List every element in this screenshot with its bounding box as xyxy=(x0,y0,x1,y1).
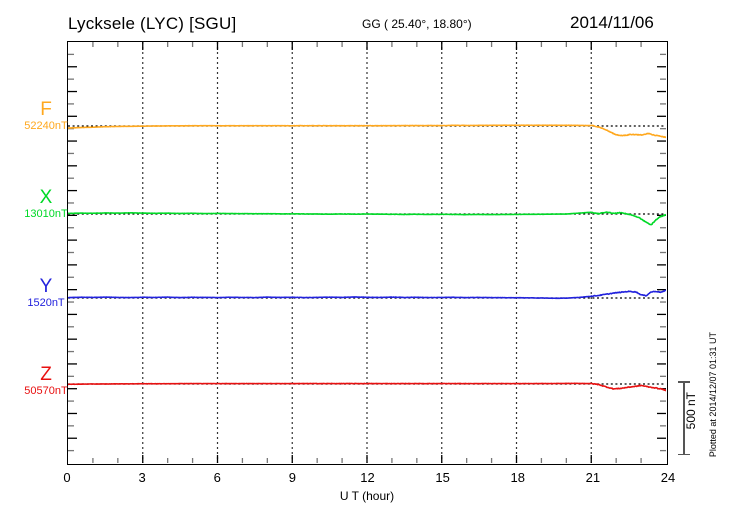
plotted-at-label: Plotted at 2014/12/07 01:31 UT xyxy=(708,332,718,458)
component-baseline-z: 50570nT xyxy=(24,385,68,397)
x-tick-label-21: 21 xyxy=(585,470,601,485)
page-title: Lycksele (LYC) [SGU] xyxy=(68,14,237,33)
component-baseline-y: 1520nT xyxy=(27,297,65,309)
component-label-x: X 13010nT xyxy=(16,188,76,221)
x-tick-label-6: 6 xyxy=(213,470,221,485)
x-tick-label-0: 0 xyxy=(63,470,71,485)
x-tick-label-9: 9 xyxy=(288,470,296,485)
component-label-f: F 52240nT xyxy=(16,100,76,133)
component-symbol-f: F xyxy=(40,99,52,120)
x-tick-label-24: 24 xyxy=(660,470,676,485)
x-tick-label-15: 15 xyxy=(435,470,450,485)
x-tick-label-18: 18 xyxy=(510,470,525,485)
scale-bar xyxy=(678,381,690,455)
magnetogram-traces xyxy=(68,42,666,463)
geographic-coordinates: GG ( 25.40°, 18.80°) xyxy=(362,17,472,31)
component-label-y: Y 1520nT xyxy=(16,277,76,310)
x-axis-title: U T (hour) xyxy=(339,489,395,503)
scale-bar-cap-top xyxy=(678,381,690,383)
component-symbol-x: X xyxy=(39,187,53,208)
component-symbol-z: Z xyxy=(40,364,52,385)
scale-bar-line xyxy=(683,381,685,455)
scale-bar-label: 500 nT xyxy=(684,392,698,430)
component-symbol-y: Y xyxy=(39,276,53,297)
component-label-z: Z 50570nT xyxy=(16,365,76,398)
magnetogram-plot-area xyxy=(67,41,668,465)
x-tick-label-12: 12 xyxy=(360,470,375,485)
component-baseline-x: 13010nT xyxy=(24,208,68,220)
observation-date: 2014/11/06 xyxy=(570,13,654,32)
x-tick-label-3: 3 xyxy=(138,470,146,485)
scale-bar-cap-bottom xyxy=(678,453,690,455)
component-baseline-f: 52240nT xyxy=(24,120,68,132)
